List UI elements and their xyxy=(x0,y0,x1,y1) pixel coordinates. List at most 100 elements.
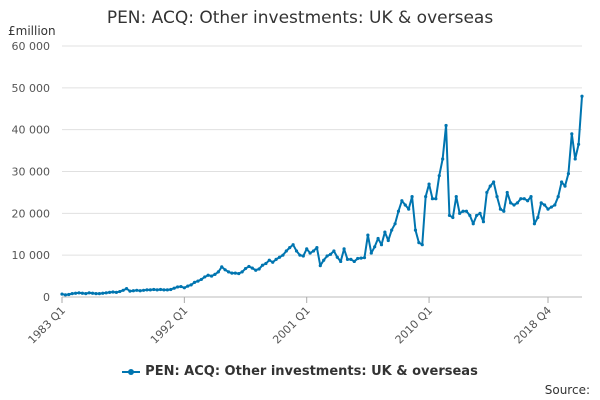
data-point xyxy=(104,291,108,295)
data-point xyxy=(322,258,326,262)
data-point xyxy=(366,233,370,237)
data-point xyxy=(379,243,384,247)
data-point xyxy=(515,201,520,205)
data-point xyxy=(376,236,380,241)
data-point xyxy=(430,197,435,201)
data-point xyxy=(410,195,414,199)
data-point xyxy=(277,255,282,259)
data-point xyxy=(80,291,84,295)
data-point xyxy=(186,284,190,288)
data-point xyxy=(580,94,584,98)
x-tick-label: 2001 Q1 xyxy=(270,304,313,347)
data-point xyxy=(318,264,322,268)
data-point xyxy=(522,197,526,201)
data-point xyxy=(328,252,333,256)
y-axis-ticks: 0 10 000 20 000 30 000 40 000 50 000 60 000 xyxy=(12,40,51,304)
data-point xyxy=(216,270,220,274)
data-point xyxy=(131,289,135,293)
y-tick-label: 10 000 xyxy=(12,249,51,262)
y-tick-label: 0 xyxy=(43,291,50,304)
data-point xyxy=(101,291,105,295)
data-point xyxy=(339,259,343,264)
data-point xyxy=(468,213,472,218)
data-point xyxy=(400,199,404,203)
data-point xyxy=(420,243,424,247)
data-point xyxy=(481,220,486,224)
data-point xyxy=(162,288,166,292)
data-point xyxy=(529,195,533,199)
data-point xyxy=(175,285,180,289)
data-point xyxy=(471,222,475,226)
data-point xyxy=(257,267,261,271)
data-point xyxy=(73,291,78,295)
data-point xyxy=(148,288,152,292)
data-point xyxy=(141,288,146,292)
data-point xyxy=(475,213,479,218)
data-point xyxy=(451,215,455,220)
data-point xyxy=(294,249,299,253)
data-point xyxy=(90,291,95,295)
data-point xyxy=(97,292,101,296)
legend[interactable]: PEN: ACQ: Other investments: UK & overse… xyxy=(0,364,600,379)
data-point xyxy=(182,286,186,290)
data-point xyxy=(505,190,509,195)
x-tick-label: 1983 Q1 xyxy=(26,304,69,347)
data-point xyxy=(274,257,278,261)
chart-title: PEN: ACQ: Other investments: UK & overse… xyxy=(106,8,494,28)
data-point xyxy=(464,209,469,213)
data-point xyxy=(485,190,489,195)
data-point xyxy=(441,157,445,161)
data-point xyxy=(546,207,550,211)
data-point xyxy=(396,209,401,213)
data-point xyxy=(556,195,560,199)
data-point xyxy=(549,205,554,209)
data-point xyxy=(67,292,71,297)
data-point xyxy=(444,123,448,128)
y-tick-label: 20 000 xyxy=(12,207,51,220)
data-point xyxy=(206,273,210,277)
data-point xyxy=(138,289,142,293)
data-point xyxy=(87,291,91,295)
source-note: Source: xyxy=(544,383,590,397)
data-point xyxy=(424,195,428,199)
data-point xyxy=(226,270,231,274)
series-line xyxy=(61,96,583,296)
data-point xyxy=(369,251,373,255)
data-point xyxy=(458,211,462,215)
x-tick-label: 2018 Q4 xyxy=(512,304,555,347)
data-point xyxy=(512,203,516,207)
data-point xyxy=(434,197,438,201)
data-point xyxy=(233,271,237,275)
data-point xyxy=(247,264,251,269)
data-point xyxy=(427,182,431,186)
data-point xyxy=(492,180,496,184)
data-point xyxy=(577,142,581,146)
data-point xyxy=(243,266,248,271)
data-point xyxy=(145,288,149,292)
data-point xyxy=(298,253,302,257)
data-point xyxy=(240,270,244,274)
data-point xyxy=(135,288,139,292)
data-point xyxy=(345,257,350,261)
data-point xyxy=(502,209,506,213)
data-point xyxy=(107,290,112,294)
data-point xyxy=(111,290,115,294)
data-point xyxy=(478,211,482,215)
data-point xyxy=(536,215,540,220)
data-point xyxy=(121,288,125,292)
y-axis-label: £million xyxy=(8,24,56,38)
data-point xyxy=(352,259,356,264)
data-point xyxy=(230,271,234,275)
data-point xyxy=(308,251,312,255)
data-point xyxy=(260,263,265,267)
x-tick-label: 1992 Q1 xyxy=(148,304,191,347)
data-point xyxy=(403,203,407,207)
data-point xyxy=(223,268,227,272)
data-point xyxy=(152,287,156,292)
data-point xyxy=(335,255,339,259)
data-point xyxy=(359,256,363,260)
data-point xyxy=(373,245,377,249)
data-point xyxy=(553,203,557,207)
data-point xyxy=(383,230,387,234)
